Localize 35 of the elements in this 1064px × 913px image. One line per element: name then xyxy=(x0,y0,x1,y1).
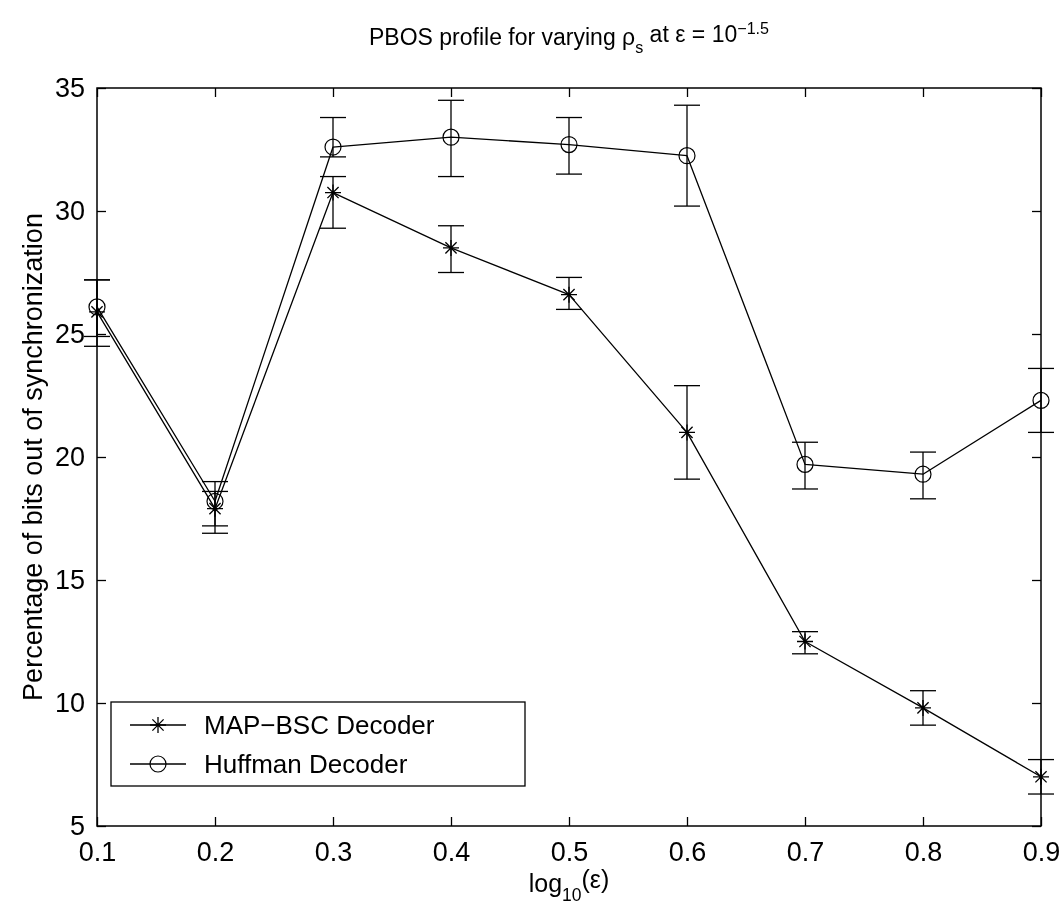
point xyxy=(678,147,696,165)
point xyxy=(796,455,814,473)
point xyxy=(914,699,932,717)
point xyxy=(442,239,460,257)
x-tick-label: 0.4 xyxy=(432,837,471,868)
x-tick-label: 0.8 xyxy=(904,837,943,868)
point xyxy=(88,298,106,316)
chart-title: PBOS profile for varying ρ$_{s}$ at ε = 10$^{−1.5}$ xyxy=(368,18,770,57)
y-tick-label: 10 xyxy=(54,688,85,719)
point xyxy=(914,465,932,483)
x-axis-title: log$_{10}$(ε) xyxy=(528,865,610,905)
y-tick-label: 15 xyxy=(54,565,85,596)
x-tick-label: 0.2 xyxy=(196,837,235,868)
y-tick-label: 35 xyxy=(54,73,85,104)
point xyxy=(442,128,460,146)
point xyxy=(796,632,814,651)
legend-label: MAP−BSC Decoder xyxy=(204,710,435,741)
point xyxy=(324,138,342,156)
y-axis-title: Percentage of bits out of synchronization xyxy=(18,213,48,701)
point xyxy=(324,183,342,202)
point xyxy=(678,423,696,442)
point xyxy=(1032,391,1050,410)
point xyxy=(206,492,224,510)
legend-label: Huffman Decoder xyxy=(204,749,408,780)
y-tick-label: 25 xyxy=(54,319,85,350)
y-tick-label: 30 xyxy=(54,196,85,227)
x-tick-label: 0.9 xyxy=(1022,837,1061,868)
point xyxy=(560,135,578,154)
x-tick-label: 0.7 xyxy=(786,837,825,868)
x-tick-label: 0.5 xyxy=(550,837,589,868)
y-tick-label: 20 xyxy=(54,442,85,473)
x-tick-label: 0.6 xyxy=(668,837,707,868)
point xyxy=(1032,768,1050,786)
point xyxy=(560,285,578,304)
x-tick-label: 0.3 xyxy=(314,837,353,868)
